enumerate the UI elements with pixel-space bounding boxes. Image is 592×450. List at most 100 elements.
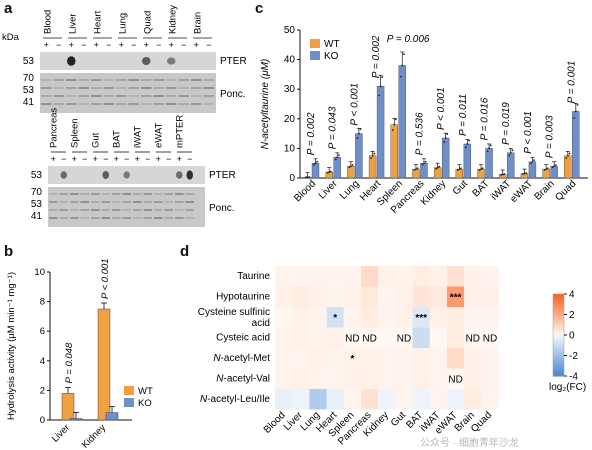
genotype-plus: + xyxy=(177,154,182,164)
bar-ko xyxy=(355,133,363,179)
ponceau-band xyxy=(103,95,114,97)
bar-wt xyxy=(542,168,550,179)
ponceau-band xyxy=(116,87,127,89)
ponceau-band xyxy=(178,87,189,89)
bar-ko xyxy=(463,143,472,179)
x-tick-label: Brain xyxy=(532,178,556,202)
data-point xyxy=(543,169,546,171)
genotype-plus: + xyxy=(144,40,149,50)
heatmap-cell xyxy=(361,286,379,307)
bar-ko xyxy=(333,157,341,179)
panel-label-b: b xyxy=(4,243,14,260)
data-point xyxy=(554,164,557,166)
x-tick-label: Kidney xyxy=(419,178,448,207)
ponceau-band xyxy=(116,95,127,97)
y-tick-label: 6 xyxy=(40,326,45,337)
ponceau-band xyxy=(78,87,89,89)
data-point xyxy=(573,117,576,119)
ponceau-band xyxy=(153,103,164,105)
ponceau-band xyxy=(112,209,121,211)
pter-blot-strip xyxy=(40,52,216,70)
ponceau-band xyxy=(70,201,79,203)
y-tick-label: 10 xyxy=(34,267,45,278)
blot-tissue-label: Blood xyxy=(43,10,54,34)
data-point xyxy=(348,166,351,169)
heatmap-cell xyxy=(481,266,499,287)
heatmap-cell xyxy=(481,368,499,389)
colorbar-segment xyxy=(553,361,564,365)
data-point xyxy=(545,168,548,171)
data-point xyxy=(478,169,481,171)
data-point xyxy=(350,165,352,168)
heatmap-cell xyxy=(395,327,413,348)
heatmap-cell xyxy=(464,266,482,287)
ponceau-band xyxy=(191,95,202,97)
heatmap-cell xyxy=(378,327,396,348)
bar-wt xyxy=(455,168,464,179)
ponceau-band xyxy=(53,95,64,97)
colorbar-segment xyxy=(553,373,564,377)
y-tick-label: 2 xyxy=(40,385,45,396)
ponceau-band xyxy=(133,193,142,195)
heatmap-cell xyxy=(292,368,310,389)
ponceau-band xyxy=(191,79,202,81)
blot-tissue-label: iWAT xyxy=(133,126,144,148)
ponceau-band xyxy=(185,193,194,195)
ponceau-band xyxy=(154,201,163,203)
ponceau-band xyxy=(59,201,68,203)
heatmap-cell xyxy=(429,368,447,389)
x-tick-label: eWAT xyxy=(508,178,535,205)
ponceau-band xyxy=(78,103,89,105)
genotype-minus: − xyxy=(81,40,86,50)
ponceau-band xyxy=(112,193,121,195)
data-point xyxy=(379,85,382,88)
heatmap-cell xyxy=(464,286,482,307)
data-point xyxy=(356,137,359,139)
colorbar-segment xyxy=(553,359,564,363)
data-point xyxy=(424,160,427,163)
marker-label: 53 xyxy=(31,199,43,210)
colorbar-segment xyxy=(553,320,564,324)
p-value-label: P = 0.043 xyxy=(328,106,339,149)
y-tick-label: 4 xyxy=(40,356,45,367)
data-point xyxy=(567,154,569,157)
heatmap-cell xyxy=(361,368,379,389)
colorbar-segment xyxy=(553,363,564,367)
genotype-minus: − xyxy=(166,154,171,164)
colorbar-tick-label: -4 xyxy=(569,372,578,383)
heatmap-cell xyxy=(343,389,361,410)
data-point xyxy=(486,150,489,153)
data-point xyxy=(565,157,568,159)
heatmap-annotation: ND xyxy=(483,334,497,345)
colorbar-segment xyxy=(553,369,564,373)
ponceau-band xyxy=(91,217,100,219)
heatmap-cell xyxy=(275,286,293,307)
ponceau-band xyxy=(166,79,177,81)
data-point xyxy=(423,162,425,165)
bar-wt xyxy=(390,124,398,179)
data-point xyxy=(576,103,579,106)
data-point xyxy=(488,147,491,150)
y-axis-label: Hydrolysis activity (μM min⁻¹ mg⁻¹) xyxy=(6,272,17,420)
heatmap-row-label: Cysteine sulfinic xyxy=(198,307,270,318)
ponceau-band xyxy=(101,193,110,195)
legend-label: WT xyxy=(138,386,153,397)
ponceau-band xyxy=(166,87,177,89)
heatmap-cell xyxy=(309,389,327,410)
heatmap-cell xyxy=(378,368,396,389)
ponceau-band xyxy=(66,95,77,97)
ponceau-band xyxy=(164,193,173,195)
bar-wt xyxy=(564,155,572,179)
ponceau-band xyxy=(143,217,152,219)
colorbar-tick-label: -2 xyxy=(569,351,578,362)
data-point xyxy=(446,133,449,135)
heatmap-cell xyxy=(395,307,413,328)
p-value-label: P < 0.001 xyxy=(523,111,534,154)
p-value-label: P = 0.048 xyxy=(64,342,75,383)
p-value-label: P = 0.016 xyxy=(480,97,491,140)
heatmap-cell xyxy=(326,368,344,389)
bar-ko xyxy=(441,137,450,179)
heatmap-cell xyxy=(429,266,447,287)
colorbar-tick-label: 2 xyxy=(569,310,575,321)
heatmap-row-label: N-acetyl-Met xyxy=(213,353,270,364)
